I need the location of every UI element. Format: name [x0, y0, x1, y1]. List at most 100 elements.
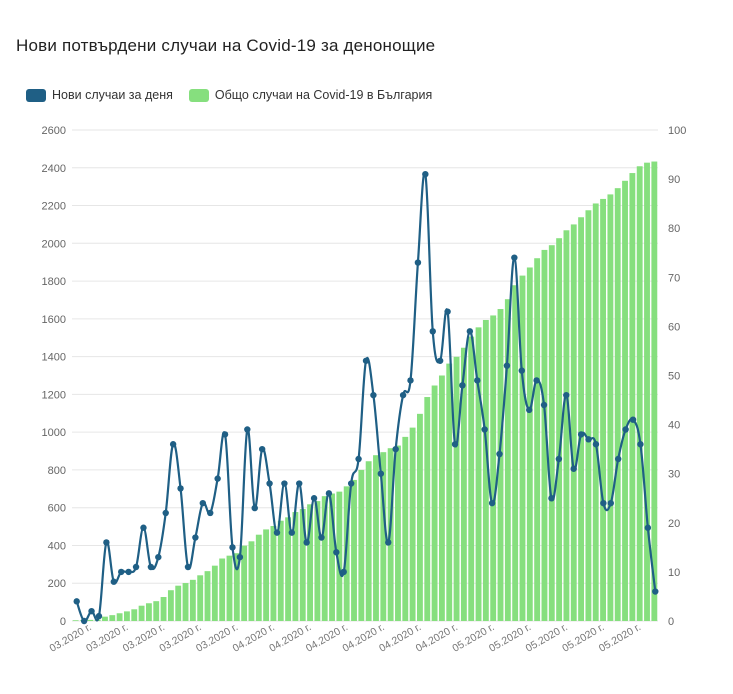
line-point[interactable]: [169, 441, 177, 448]
line-point[interactable]: [370, 391, 377, 399]
line-point[interactable]: [340, 568, 347, 576]
line-point[interactable]: [540, 401, 548, 409]
line-point[interactable]: [436, 357, 444, 364]
line-point[interactable]: [362, 357, 370, 364]
line-point[interactable]: [481, 426, 488, 433]
line-point[interactable]: [162, 509, 169, 517]
line-point[interactable]: [615, 455, 622, 463]
line-point[interactable]: [533, 377, 540, 384]
y-left-tick-label: 1800: [42, 276, 66, 288]
legend-item-bar[interactable]: Общо случаи на Covid-19 в България: [188, 88, 433, 102]
line-point[interactable]: [585, 436, 592, 443]
bar: [314, 501, 321, 621]
line-point[interactable]: [80, 617, 88, 625]
line-point[interactable]: [310, 495, 318, 502]
line-point[interactable]: [392, 445, 399, 453]
line-point[interactable]: [377, 470, 385, 477]
line-point[interactable]: [570, 465, 577, 472]
line-point[interactable]: [422, 170, 429, 178]
bar: [285, 517, 292, 621]
line-point[interactable]: [281, 480, 288, 487]
line-point[interactable]: [637, 441, 644, 448]
line-point[interactable]: [229, 544, 236, 551]
line-point[interactable]: [73, 598, 80, 605]
line-point[interactable]: [118, 568, 125, 576]
line-point[interactable]: [325, 490, 333, 497]
line-point[interactable]: [125, 568, 132, 576]
line-point[interactable]: [207, 509, 214, 517]
legend-swatch-bar: [188, 88, 209, 102]
line-point[interactable]: [474, 377, 481, 384]
line-point[interactable]: [592, 441, 600, 448]
line-point[interactable]: [273, 529, 281, 536]
bar: [629, 173, 636, 621]
line-point[interactable]: [652, 588, 659, 595]
line-point[interactable]: [414, 259, 422, 266]
bar: [548, 245, 555, 621]
bar: [160, 597, 167, 621]
line-point[interactable]: [155, 553, 162, 561]
bar: [321, 496, 328, 621]
bar: [102, 616, 108, 621]
line-point[interactable]: [103, 539, 110, 546]
line-point[interactable]: [407, 377, 414, 384]
bars-group: [72, 161, 658, 622]
line-point[interactable]: [110, 578, 117, 585]
bar: [512, 285, 519, 621]
line-point[interactable]: [236, 553, 244, 561]
bar: [563, 230, 570, 621]
bar: [446, 363, 453, 621]
line-point[interactable]: [518, 367, 525, 374]
bar: [109, 615, 116, 621]
line-point[interactable]: [488, 499, 496, 507]
y-right-tick-label: 40: [668, 420, 680, 432]
line-point[interactable]: [466, 328, 474, 335]
line-point[interactable]: [622, 426, 629, 433]
line-point[interactable]: [147, 563, 155, 571]
line-point[interactable]: [251, 504, 258, 512]
line-point[interactable]: [355, 455, 362, 463]
bar: [72, 620, 79, 621]
line-point[interactable]: [459, 382, 466, 389]
line-point[interactable]: [496, 450, 503, 458]
line-point[interactable]: [607, 499, 614, 507]
line-point[interactable]: [347, 480, 355, 487]
line-point[interactable]: [444, 308, 451, 315]
legend-label-bar: Общо случаи на Covid-19 в България: [214, 88, 433, 102]
line-point[interactable]: [132, 563, 140, 571]
line-point[interactable]: [199, 499, 207, 507]
line-point[interactable]: [548, 495, 555, 502]
bar: [358, 469, 365, 621]
line-point[interactable]: [244, 426, 251, 433]
line-point[interactable]: [503, 362, 511, 369]
line-point[interactable]: [258, 445, 266, 453]
line-point[interactable]: [555, 455, 563, 463]
line-point[interactable]: [511, 254, 518, 261]
line-point[interactable]: [214, 475, 221, 482]
line-point[interactable]: [88, 607, 95, 615]
legend-item-line[interactable]: Нови случаи за деня: [26, 88, 173, 102]
line-point[interactable]: [577, 431, 585, 438]
line-point[interactable]: [399, 391, 407, 399]
line-point[interactable]: [525, 406, 533, 414]
line-point[interactable]: [296, 480, 303, 487]
line-point[interactable]: [385, 539, 392, 546]
line-point[interactable]: [184, 563, 192, 571]
line-point[interactable]: [318, 534, 325, 541]
line-point[interactable]: [192, 534, 199, 541]
line-point[interactable]: [644, 524, 652, 531]
line-point[interactable]: [140, 524, 147, 531]
line-point[interactable]: [177, 485, 184, 492]
line-point[interactable]: [600, 499, 607, 507]
line-point[interactable]: [333, 549, 340, 556]
line-point[interactable]: [303, 539, 310, 546]
line-point[interactable]: [563, 391, 570, 399]
line-point[interactable]: [629, 416, 637, 423]
line-point[interactable]: [221, 431, 229, 438]
line-point[interactable]: [95, 612, 103, 620]
line-point[interactable]: [288, 529, 296, 536]
line-point[interactable]: [429, 328, 436, 335]
line-point[interactable]: [451, 441, 459, 448]
line-point[interactable]: [266, 480, 273, 487]
bar: [219, 558, 226, 621]
